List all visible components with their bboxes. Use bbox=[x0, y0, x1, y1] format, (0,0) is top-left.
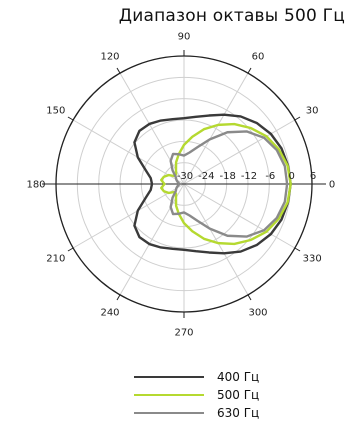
angle-label: 330 bbox=[303, 254, 322, 265]
angle-label: 210 bbox=[46, 254, 65, 265]
legend-swatch bbox=[134, 394, 204, 397]
radial-label: -18 bbox=[219, 171, 235, 182]
radial-label: -24 bbox=[198, 171, 214, 182]
angle-label: 120 bbox=[100, 51, 119, 62]
radial-label: -12 bbox=[241, 171, 257, 182]
angle-label: 240 bbox=[100, 308, 119, 319]
radial-label: -6 bbox=[265, 171, 275, 182]
legend-item: 400 Гц bbox=[134, 368, 259, 386]
legend-swatch bbox=[134, 412, 204, 415]
angle-label: 90 bbox=[178, 32, 191, 43]
radial-label: 6 bbox=[310, 171, 316, 182]
legend-swatch bbox=[134, 376, 204, 379]
angle-label: 270 bbox=[174, 328, 193, 339]
legend-item: 630 Гц bbox=[134, 404, 259, 422]
angle-tick bbox=[117, 295, 120, 300]
angle-tick bbox=[248, 68, 251, 73]
legend-label: 500 Гц bbox=[217, 388, 259, 402]
radial-label: -30 bbox=[177, 171, 193, 182]
angle-tick bbox=[117, 68, 120, 73]
legend: 400 Гц 500 Гц 630 Гц bbox=[134, 368, 259, 422]
angle-label: 30 bbox=[306, 106, 319, 117]
angle-tick bbox=[295, 248, 300, 251]
radial-label: 0 bbox=[288, 171, 294, 182]
legend-label: 630 Гц bbox=[217, 406, 259, 420]
angle-label: 60 bbox=[252, 51, 265, 62]
legend-label: 400 Гц bbox=[217, 370, 259, 384]
polar-grid bbox=[42, 50, 326, 318]
angle-tick bbox=[295, 117, 300, 120]
radial-labels: -30 -24 -18 -12 -6 0 6 bbox=[177, 171, 316, 182]
angle-tick bbox=[68, 248, 73, 251]
polar-chart: -30 -24 -18 -12 -6 0 6 0 30 60 90 120 150 180 210 240 2… bbox=[0, 0, 349, 360]
angle-tick bbox=[248, 295, 251, 300]
legend-item: 500 Гц bbox=[134, 386, 259, 404]
angle-label: 0 bbox=[329, 180, 335, 191]
angle-label: 300 bbox=[248, 308, 267, 319]
angle-tick bbox=[68, 117, 73, 120]
angle-label: 180 bbox=[26, 180, 45, 191]
angle-label: 150 bbox=[46, 106, 65, 117]
